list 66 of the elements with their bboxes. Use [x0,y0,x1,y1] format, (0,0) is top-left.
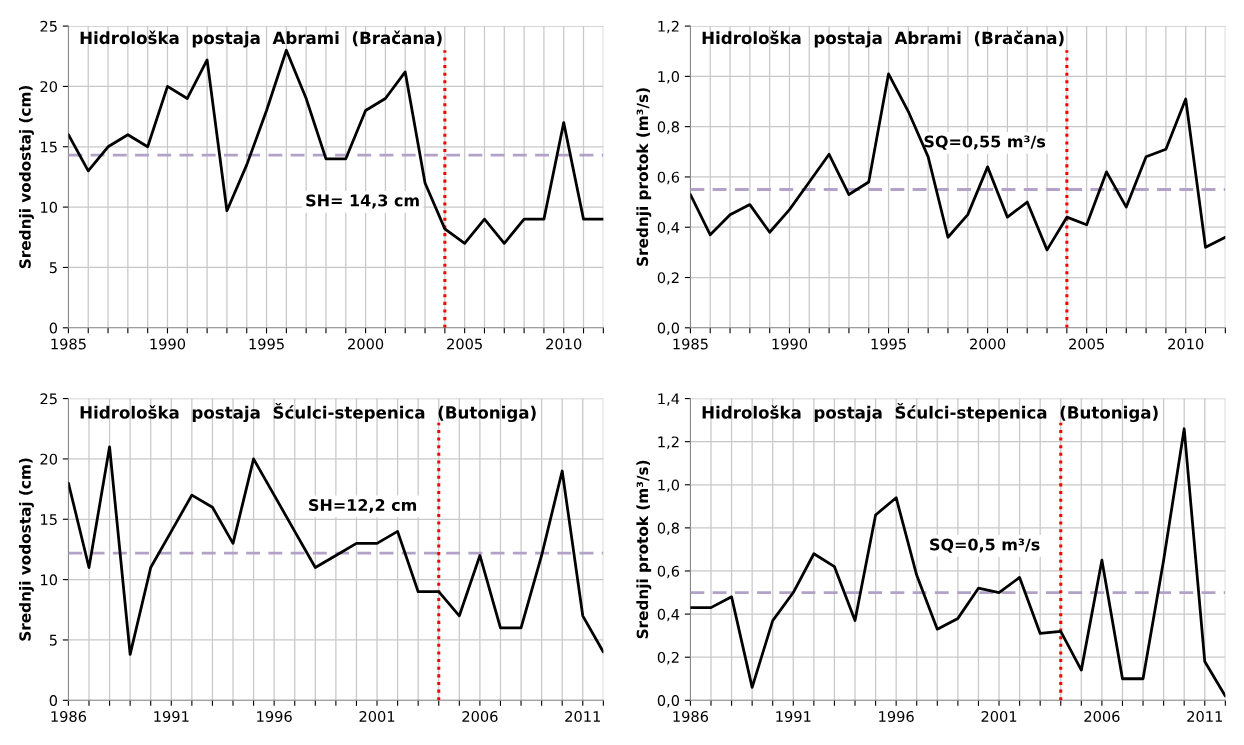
y-tick-label: 0,2 [657,272,679,285]
x-tick-label: 2011 [1187,710,1222,723]
y-tick-label: 0,0 [657,322,680,336]
x-tick-label: 1995 [871,338,906,350]
y-tick-label: 0,8 [657,522,680,536]
x-tick-label: 1996 [257,710,292,723]
y-tick-label: 0,4 [657,221,680,235]
x-tick-label: 2006 [462,710,498,723]
x-tick-label: 2000 [348,338,384,350]
y-axis-title: Srednji protok (m³/s) [636,460,652,639]
y-tick-label: 5 [49,634,57,646]
y-tick-label: 5 [49,262,57,274]
y-tick-label: 1,0 [658,71,680,84]
chart-title: Hidrološka postaja Šćulci-stepenica (Butoniga) [80,403,536,423]
y-tick-label: 1,2 [658,20,679,34]
chart-title: Hidrološka postaja Abrami (Bračana) [80,30,442,48]
y-axis-title: Srednji vodostaj (cm) [18,458,34,641]
ref-line-label: SH= 14,3 cm [306,194,419,209]
line-series [68,445,604,656]
x-tick-label: 2011 [565,710,600,723]
y-tick-label: 10 [41,574,58,586]
y-axis-title: Srednji protok (m³/s) [636,88,652,266]
ref-line-label: SH=12,2 cm [309,498,417,514]
line-series [68,48,604,245]
chart-title: Hidrološka postaja Šćulci-stepenica (Butoniga) [702,403,1158,423]
y-tick-label: 25 [40,393,57,405]
x-tick-label: 1996 [879,710,914,723]
x-tick-label: 1985 [673,338,708,350]
y-tick-label: 0,2 [657,651,679,665]
x-tick-label: 2010 [546,338,582,350]
line-series [690,72,1226,252]
y-tick-label: 20 [40,453,58,465]
y-tick-label: 15 [41,141,57,153]
x-tick-label: 2000 [970,338,1006,350]
x-tick-label: 1986 [673,710,709,723]
x-tick-label: 1995 [249,338,284,350]
x-tick-label: 2001 [359,710,395,723]
x-tick-label: 2010 [1168,338,1204,350]
x-tick-label: 1985 [51,338,86,350]
y-tick-label: 0,4 [657,608,680,622]
y-tick-label: 10 [41,201,58,213]
y-tick-label: 1,2 [658,436,679,449]
y-axis-title: Srednji vodostaj (cm) [18,85,34,269]
y-tick-label: 1,4 [658,393,680,406]
x-tick-label: 2005 [1069,338,1104,350]
ref-line-label: SQ=0,55 m³/s [924,135,1046,150]
x-tick-label: 1991 [776,710,811,723]
y-tick-label: 15 [41,514,57,526]
y-tick-label: 20 [40,81,58,93]
y-tick-label: 0,6 [657,565,680,579]
x-tick-label: 1986 [51,710,87,723]
y-tick-label: 0,8 [657,121,680,134]
y-tick-label: 1,0 [658,479,680,493]
y-tick-label: 25 [40,20,57,32]
ref-line-label: SQ=0,5 m³/s [930,538,1040,553]
x-tick-label: 2005 [447,338,482,350]
x-tick-label: 2001 [981,710,1017,723]
x-tick-label: 1991 [154,710,189,723]
chart-title: Hidrološka postaja Abrami (Bračana) [702,30,1064,48]
y-tick-label: 0 [49,695,58,707]
x-tick-label: 1990 [150,338,186,350]
x-tick-label: 1990 [772,338,808,350]
x-tick-label: 2006 [1084,710,1120,723]
y-tick-label: 0 [49,322,58,334]
y-tick-label: 0,0 [657,695,680,708]
y-tick-label: 0,6 [657,171,680,185]
